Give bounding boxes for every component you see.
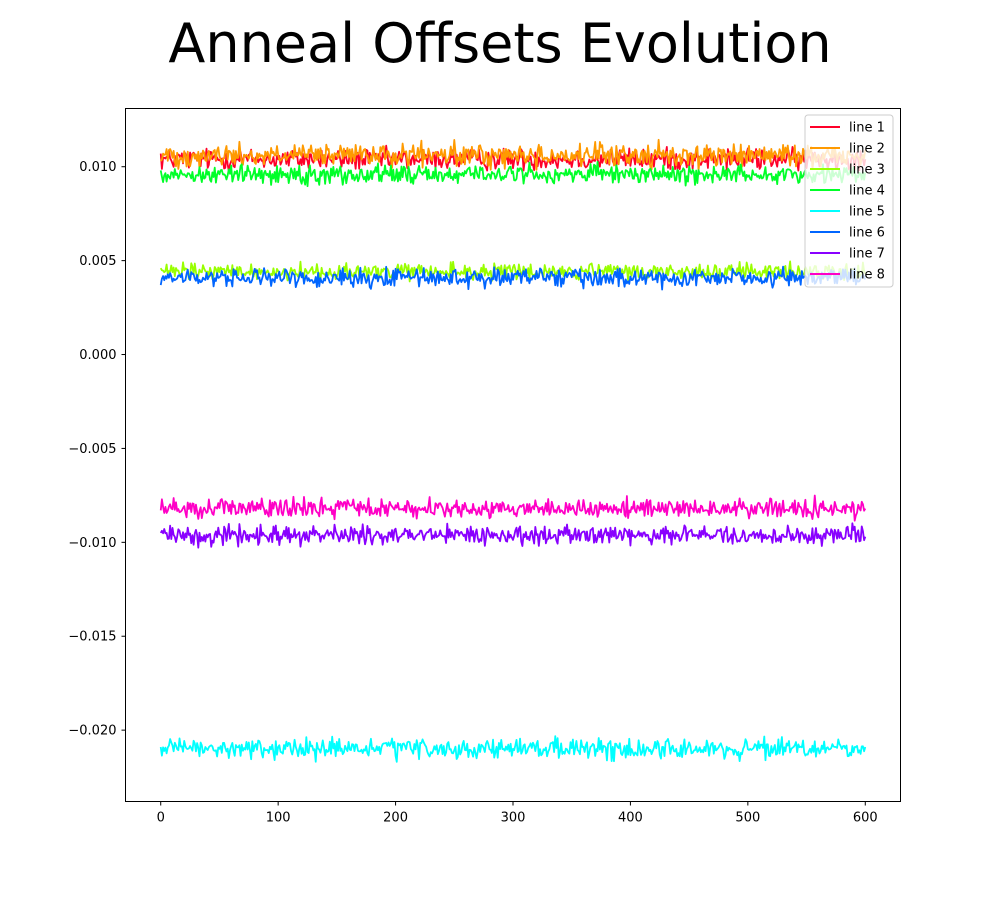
x-axis: 0 100 200 300 400 500 600 xyxy=(157,801,878,826)
x-tick-label: 0 xyxy=(157,811,165,826)
series-line-7 xyxy=(159,522,867,549)
series-line-4 xyxy=(159,160,867,188)
legend-label: line 2 xyxy=(849,142,885,157)
legend-label: line 7 xyxy=(849,247,885,262)
chart-title: Anneal Offsets Evolution xyxy=(168,12,831,75)
legend[interactable]: line 1 line 2 line 3 line 4 line 5 line 6 line… xyxy=(804,114,894,288)
y-tick-label: −0.015 xyxy=(68,630,116,645)
legend-label: line 1 xyxy=(849,121,885,136)
y-tick-label: 0.005 xyxy=(79,254,116,269)
y-tick-label: −0.020 xyxy=(68,724,116,739)
x-tick-label: 200 xyxy=(383,811,408,826)
series-line-2 xyxy=(160,138,867,172)
y-tick-label: −0.010 xyxy=(68,536,116,551)
legend-label: line 4 xyxy=(849,184,885,199)
legend-label: line 8 xyxy=(849,268,885,283)
legend-label: line 3 xyxy=(849,163,885,178)
series-line-3 xyxy=(159,260,867,283)
y-tick-label: −0.005 xyxy=(68,442,116,457)
x-tick-label: 100 xyxy=(266,811,291,826)
series-layer xyxy=(159,138,867,763)
x-tick-label: 400 xyxy=(618,811,643,826)
x-tick-label: 300 xyxy=(501,811,526,826)
series-line-8 xyxy=(159,494,867,522)
series-line-6 xyxy=(159,265,867,291)
legend-box xyxy=(804,114,894,288)
legend-label: line 5 xyxy=(849,205,885,220)
y-tick-label: 0.000 xyxy=(79,348,116,363)
y-tick-label: 0.010 xyxy=(79,160,116,175)
series-line-5 xyxy=(159,735,867,763)
y-axis: 0.010 0.005 0.000 −0.005 −0.010 −0.015 −0.020 xyxy=(68,160,126,739)
x-tick-label: 600 xyxy=(853,811,878,826)
legend-label: line 6 xyxy=(849,226,885,241)
x-tick-label: 500 xyxy=(735,811,760,826)
